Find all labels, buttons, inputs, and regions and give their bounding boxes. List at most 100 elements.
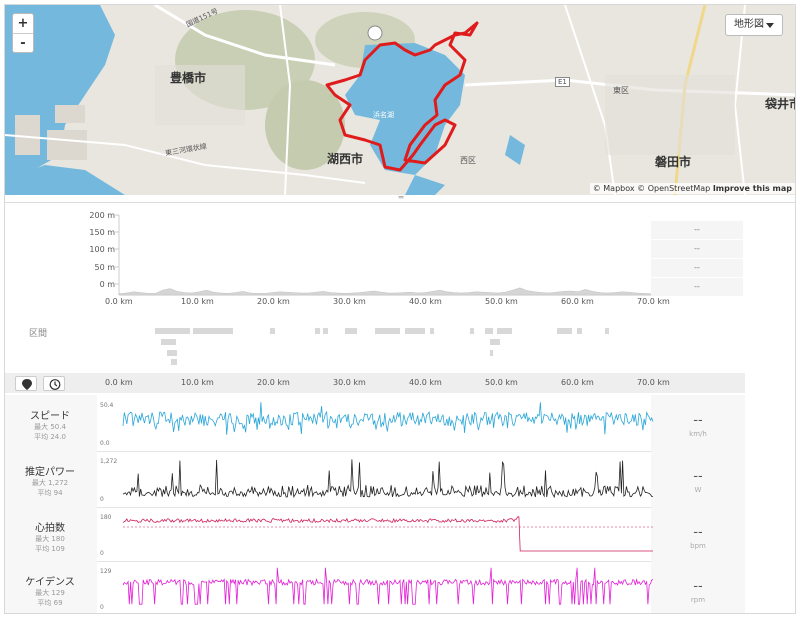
elev-y-label: 50 m [94, 263, 115, 272]
map-label-kosai: 湖西市 [327, 152, 364, 166]
row-divider [5, 507, 745, 508]
x-axis-tick-label: 40.0 km [409, 297, 442, 306]
attribution-osm-link[interactable]: © OpenStreetMap [637, 184, 711, 193]
map-layer-label: 地形図 [734, 19, 764, 30]
zoom-in-button[interactable]: + [17, 16, 29, 31]
metric-trace-cadence[interactable] [5, 561, 796, 614]
metric-title-power: 推定パワー 最大 1,272 平均 94 [5, 463, 95, 498]
map-label-nishi: 西区 [460, 156, 476, 165]
metric-title-cadence: ケイデンス 最大 129 平均 69 [5, 573, 95, 608]
map-label-lake: 浜名湖 [373, 111, 394, 119]
map-canvas [5, 5, 795, 195]
metric-value-bg [651, 451, 745, 507]
x-axis-tick-label: 40.0 km [409, 378, 442, 387]
map-label-iwata: 磐田市 [655, 155, 692, 169]
elev-side-value: -- [651, 259, 743, 277]
map-layer-dropdown[interactable]: 地形図 [725, 14, 783, 36]
metric-current-value: -- [693, 413, 703, 428]
metric-label-bg [5, 507, 97, 561]
metric-trace-speed[interactable] [5, 395, 796, 451]
metric-title-hr: 心拍数 最大 180 平均 109 [5, 519, 95, 554]
metric-trace-power[interactable] [5, 451, 796, 507]
metric-scale-min: 0.0 [100, 440, 110, 447]
metric-value-bg [651, 507, 745, 561]
clock-icon [49, 379, 61, 390]
metric-line-cadence [122, 567, 654, 605]
metric-trace-hr[interactable] [5, 507, 796, 561]
segments-track[interactable] [5, 327, 796, 367]
x-axis-tick-label: 0.0 km [105, 378, 133, 387]
elev-y-label: 150 m [89, 228, 115, 237]
elev-side-value: -- [651, 278, 743, 296]
metric-unit: km/h [689, 430, 707, 438]
x-axis-tick-label: 20.0 km [257, 297, 290, 306]
map-label-higashi: 東区 [613, 86, 629, 95]
metric-avg: 平均 24.0 [34, 433, 66, 441]
metric-avg: 平均 69 [37, 599, 63, 607]
metric-value-speed: -- km/h [655, 413, 741, 438]
route-map[interactable]: 豊橋市 湖西市 磐田市 袋井市 東区 西区 浜名湖 国道151号 東三河環状線 … [5, 5, 795, 195]
map-attribution: © Mapbox © OpenStreetMap Improve this ma… [589, 183, 795, 194]
metric-line-speed [122, 402, 654, 435]
map-label-e1: E1 [555, 77, 570, 87]
elev-side-value: -- [651, 240, 743, 258]
x-axis-tick-label: 50.0 km [485, 378, 518, 387]
x-axis-tick-label: 70.0 km [637, 297, 670, 306]
metric-name: スピード [30, 411, 70, 422]
metric-label-bg [5, 561, 97, 613]
row-divider [5, 561, 745, 562]
elev-side-value: -- [651, 221, 743, 239]
x-axis-tick-label: 60.0 km [561, 378, 594, 387]
metric-title-speed: スピード 最大 50.4 平均 24.0 [5, 407, 95, 442]
metric-label-bg [5, 451, 97, 507]
metric-value-bg [651, 561, 745, 613]
map-label-fukuroi: 袋井市 [765, 97, 795, 111]
x-axis-tick-label: 30.0 km [333, 297, 366, 306]
metric-unit: rpm [690, 596, 706, 604]
metric-label-bg [5, 395, 97, 451]
metric-scale-max: 1,272 [100, 458, 118, 465]
zoom-out-button[interactable]: - [13, 33, 33, 52]
zoom-control: + - [12, 13, 34, 53]
x-axis-tick-label: 0.0 km [105, 297, 133, 306]
metric-max: 最大 50.4 [34, 423, 66, 431]
metric-scale-max: 50.4 [100, 402, 114, 409]
timeline-header: 0.0 km 10.0 km 20.0 km 30.0 km 40.0 km 50.0 k… [5, 373, 745, 393]
distance-mode-button[interactable] [15, 376, 37, 391]
row-divider [5, 451, 745, 452]
x-axis-tick-label: 70.0 km [637, 378, 670, 387]
metric-max: 最大 180 [35, 535, 65, 543]
x-axis-tick-label: 50.0 km [485, 297, 518, 306]
metric-unit: bpm [690, 542, 706, 550]
metric-scale-max: 129 [100, 568, 112, 575]
metric-value-cadence: -- rpm [655, 579, 741, 604]
metric-current-value: -- [693, 525, 703, 540]
x-axis-tick-label: 30.0 km [333, 378, 366, 387]
metric-avg: 平均 109 [35, 545, 65, 553]
metric-name: 推定パワー [25, 467, 75, 478]
metric-line-power [122, 459, 654, 499]
metric-max: 最大 1,272 [31, 479, 69, 487]
metric-max: 最大 129 [35, 589, 65, 597]
metric-scale-min: 0 [100, 550, 104, 557]
time-mode-button[interactable] [43, 376, 65, 391]
metric-avg: 平均 94 [37, 489, 63, 497]
metric-current-value: -- [693, 579, 703, 594]
metric-value-bg [651, 395, 745, 451]
improve-map-link[interactable]: Improve this map [712, 184, 792, 193]
metric-scale-min: 0 [100, 604, 104, 611]
elevation-plot[interactable] [5, 211, 796, 311]
map-pin-icon [22, 379, 32, 390]
x-axis-tick-label: 10.0 km [181, 378, 214, 387]
metric-value-hr: -- bpm [655, 525, 741, 550]
metric-scale-min: 0 [100, 496, 104, 503]
attribution-mapbox-link[interactable]: © Mapbox [592, 184, 635, 193]
metric-value-power: -- W [655, 469, 741, 494]
segments-title: 区間 [29, 329, 48, 339]
x-axis-tick-label: 60.0 km [561, 297, 594, 306]
elev-y-label: 200 m [89, 211, 115, 220]
x-axis-tick-label: 20.0 km [257, 378, 290, 387]
metric-line-hr [122, 516, 653, 552]
elev-y-label: 0 m [99, 280, 115, 289]
map-resize-handle[interactable]: ═ [5, 194, 795, 203]
